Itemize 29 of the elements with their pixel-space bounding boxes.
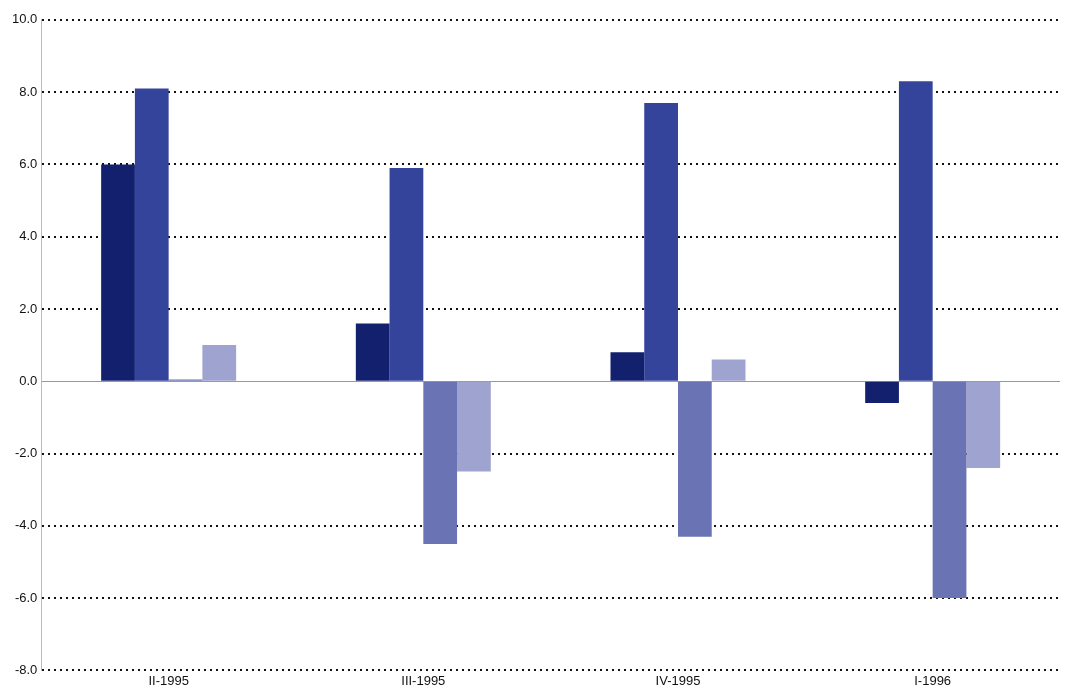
bar (932, 381, 967, 599)
x-tick-label: II-1995 (148, 672, 189, 688)
y-tick-label: 8.0 (19, 83, 38, 99)
y-tick-label: 2.0 (19, 300, 38, 316)
y-tick-label: 0.0 (19, 372, 38, 388)
bar (423, 381, 458, 544)
bar (101, 164, 135, 381)
bar (355, 323, 390, 381)
y-tick-label: 6.0 (19, 155, 38, 171)
bar (865, 381, 899, 403)
bar (134, 88, 169, 381)
y-tick-label: -6.0 (14, 589, 38, 605)
bar (610, 352, 645, 381)
bar (677, 381, 712, 537)
y-tick-label: 4.0 (19, 228, 38, 244)
y-tick-label: -2.0 (14, 445, 38, 461)
bar (202, 345, 237, 381)
y-tick-label: -8.0 (14, 661, 38, 677)
bar (966, 381, 1001, 468)
x-tick-label: IV-1995 (655, 672, 701, 688)
y-tick-label: -4.0 (14, 517, 38, 533)
x-tick-label: I-1996 (914, 672, 952, 688)
bar (457, 381, 491, 472)
x-tick-label: III-1995 (401, 672, 446, 688)
bar (644, 102, 678, 381)
bar (898, 81, 933, 381)
bar (389, 167, 424, 381)
y-tick-label: 10.0 (11, 11, 38, 27)
bar (711, 359, 746, 381)
